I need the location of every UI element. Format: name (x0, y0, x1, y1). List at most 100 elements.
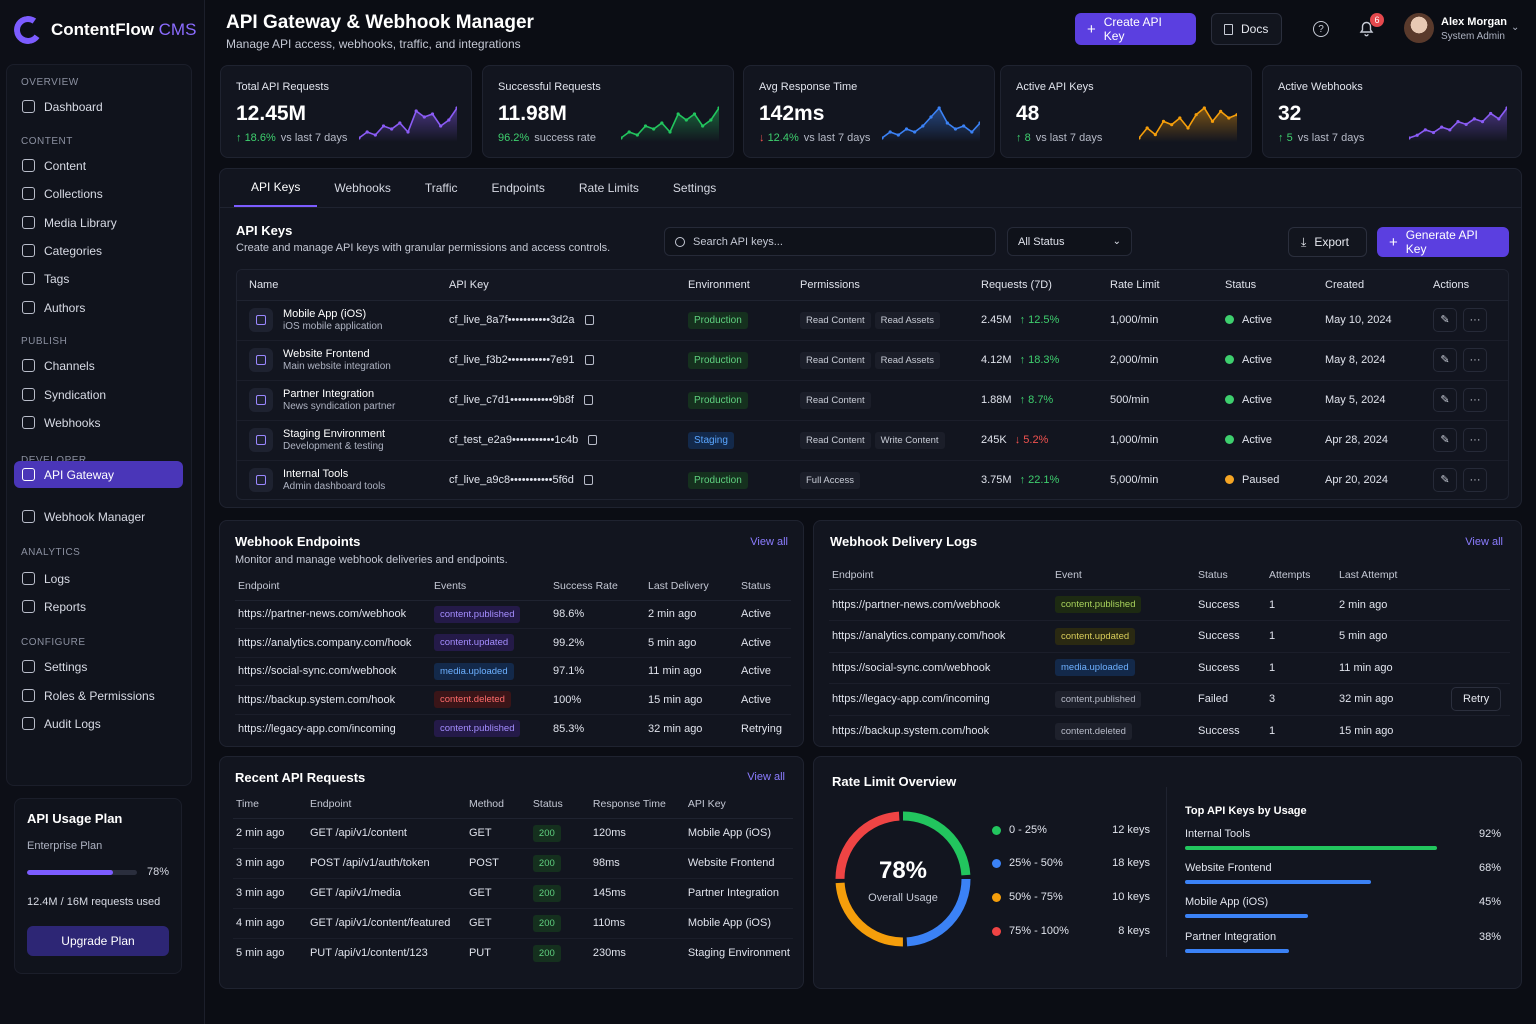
tab-webhooks[interactable]: Webhooks (334, 181, 391, 195)
edit-pencil-icon[interactable]: ✎ (1433, 428, 1457, 452)
copy-icon[interactable] (584, 355, 594, 366)
api-key-row[interactable]: Website Frontend Main website integration… (237, 340, 1508, 381)
tab-api-keys[interactable]: API Keys (234, 169, 318, 207)
sidebar-item-dashboard[interactable]: Dashboard (14, 93, 183, 120)
webhook-endpoint-row[interactable]: https://legacy-app.com/incoming content.p… (235, 714, 791, 743)
api-key-row[interactable]: Partner Integration News syndication part… (237, 380, 1508, 421)
recent-requests-title: Recent API Requests (235, 770, 366, 785)
webhook-endpoints-view-all-link[interactable]: View all (750, 536, 788, 548)
sidebar-item-webhook-manager[interactable]: Webhook Manager (14, 503, 183, 530)
action-cell: Retry (1448, 683, 1510, 716)
sidebar-item-channels[interactable]: Channels (14, 352, 183, 379)
edit-pencil-icon[interactable]: ✎ (1433, 308, 1457, 332)
delivery-logs-view-all-link[interactable]: View all (1465, 536, 1503, 548)
edit-pencil-icon[interactable]: ✎ (1433, 348, 1457, 372)
generate-api-key-button[interactable]: + Generate API Key (1377, 227, 1509, 257)
delivery-log-row[interactable]: https://legacy-app.com/incoming content.p… (829, 683, 1510, 716)
copy-icon[interactable] (583, 475, 593, 486)
copy-icon[interactable] (588, 435, 598, 446)
tab-traffic[interactable]: Traffic (424, 181, 458, 195)
user-avatar[interactable] (1404, 13, 1434, 43)
sidebar-item-syndication[interactable]: Syndication (14, 381, 183, 408)
sidebar-item-collections[interactable]: Collections (14, 180, 183, 207)
tab-rate-limits[interactable]: Rate Limits (578, 181, 639, 195)
more-options-icon[interactable]: ··· (1463, 428, 1487, 452)
edit-pencil-icon[interactable]: ✎ (1433, 388, 1457, 412)
webhook-endpoint-row[interactable]: https://social-sync.com/webhook media.upl… (235, 657, 791, 686)
stat-value: 142ms (759, 102, 825, 125)
check-circle-icon (1225, 395, 1234, 404)
recent-request-row[interactable]: 3 min ago GET /api/v1/media GET 200 145ms Par… (233, 878, 793, 909)
sparkline-point (1235, 113, 1237, 117)
search-api-keys-input[interactable]: Search API keys... (664, 227, 996, 256)
api-key-row[interactable]: Staging Environment Development & testing… (237, 420, 1508, 461)
export-button[interactable]: ⤓ Export (1288, 227, 1367, 257)
tab-endpoints[interactable]: Endpoints (491, 181, 545, 195)
recent-request-row[interactable]: 3 min ago POST /api/v1/auth/token POST 200 9… (233, 848, 793, 879)
help-icon[interactable]: ? (1311, 19, 1331, 39)
app-logo[interactable]: ContentFlow CMS (11, 13, 196, 47)
webhook-endpoint-row[interactable]: https://backup.system.com/hook content.de… (235, 685, 791, 715)
sidebar-item-media-library[interactable]: Media Library (14, 209, 183, 236)
sparkline-point (1153, 133, 1157, 137)
webhook-icon (22, 416, 35, 429)
sidebar-item-tags[interactable]: Tags (14, 265, 183, 292)
column-header-last-delivery: Last Delivery (645, 572, 738, 601)
api-key-name: Partner Integration News syndication part… (249, 388, 425, 412)
webhook-endpoint-row[interactable]: https://analytics.company.com/hook conten… (235, 628, 791, 658)
create-api-key-button[interactable]: + Create API Key (1075, 13, 1196, 45)
success-rate: 98.6% (550, 600, 645, 629)
sidebar-item-audit-logs[interactable]: Audit Logs (14, 710, 183, 737)
main-area: API Gateway & Webhook Manager Manage API… (206, 0, 1536, 1024)
retry-button[interactable]: Retry (1451, 687, 1502, 712)
notifications-bell-icon[interactable]: 6 (1356, 13, 1384, 39)
sidebar-item-reports[interactable]: Reports (14, 593, 183, 620)
stat-card-successful-requests: Successful Requests 11.98M 96.2% success ra… (482, 65, 734, 158)
more-options-icon[interactable]: ··· (1463, 388, 1487, 412)
sidebar-item-api-gateway[interactable]: API Gateway (14, 461, 183, 488)
recent-request-row[interactable]: 2 min ago GET /api/v1/content GET 200 120ms M… (233, 818, 793, 849)
sidebar-item-webhooks[interactable]: Webhooks (14, 409, 183, 436)
action-cell (1448, 652, 1510, 684)
delivery-log-row[interactable]: https://social-sync.com/webhook media.upl… (829, 652, 1510, 684)
bucket-color-dot (992, 825, 1001, 835)
name-cell: Staging Environment Development & testing (237, 420, 437, 461)
recent-requests-view-all-link[interactable]: View all (747, 771, 785, 783)
sidebar-item-categories[interactable]: Categories (14, 237, 183, 264)
chevron-down-icon[interactable]: ⌄ (1511, 22, 1520, 33)
copy-icon[interactable] (584, 315, 594, 326)
status-cell: 200 (529, 878, 590, 909)
sidebar-item-content[interactable]: Content (14, 152, 183, 179)
status-cell: Active (1213, 380, 1313, 421)
upgrade-plan-button[interactable]: Upgrade Plan (27, 926, 169, 956)
api-key-row[interactable]: Internal Tools Admin dashboard tools cf_li… (237, 460, 1508, 499)
request-endpoint: POST /api/v1/auth/token (306, 848, 466, 879)
recent-request-row[interactable]: 5 min ago PUT /api/v1/content/123 PUT 200 23… (233, 938, 793, 968)
delivery-log-row[interactable]: https://partner-news.com/webhook content.… (829, 589, 1510, 621)
delivery-log-row[interactable]: https://analytics.company.com/hook conten… (829, 620, 1510, 653)
actions-cell: ✎ ··· (1421, 300, 1508, 341)
recent-requests-body: 2 min ago GET /api/v1/content GET 200 120ms M… (233, 818, 793, 968)
delivery-log-row[interactable]: https://backup.system.com/hook content.de… (829, 715, 1510, 747)
status-text: Active (1242, 434, 1272, 446)
docs-button[interactable]: Docs (1211, 13, 1282, 45)
copy-icon[interactable] (583, 395, 593, 406)
api-key-row[interactable]: Mobile App (iOS) iOS mobile application cf… (237, 300, 1508, 341)
sidebar-item-settings[interactable]: Settings (14, 653, 183, 680)
more-options-icon[interactable]: ··· (1463, 348, 1487, 372)
more-options-icon[interactable]: ··· (1463, 468, 1487, 493)
sidebar-item-authors[interactable]: Authors (14, 294, 183, 321)
more-options-icon[interactable]: ··· (1463, 308, 1487, 332)
event-badge: content.updated (434, 634, 515, 652)
webhook-endpoint-row[interactable]: https://partner-news.com/webhook content.… (235, 600, 791, 629)
file-icon (22, 159, 35, 172)
sidebar-item-roles-permissions[interactable]: Roles & Permissions (14, 682, 183, 709)
status-filter-select[interactable]: All Status ⌄ (1007, 227, 1132, 256)
event-cell: content.updated (431, 628, 550, 658)
tab-settings[interactable]: Settings (672, 181, 717, 195)
permission-chip: Write Content (874, 431, 945, 449)
edit-pencil-icon[interactable]: ✎ (1433, 468, 1457, 493)
recent-request-row[interactable]: 4 min ago GET /api/v1/content/featured GET… (233, 908, 793, 939)
requests-cell: 1.88M ↑ 8.7% (969, 380, 1098, 421)
sidebar-item-logs[interactable]: Logs (14, 565, 183, 592)
